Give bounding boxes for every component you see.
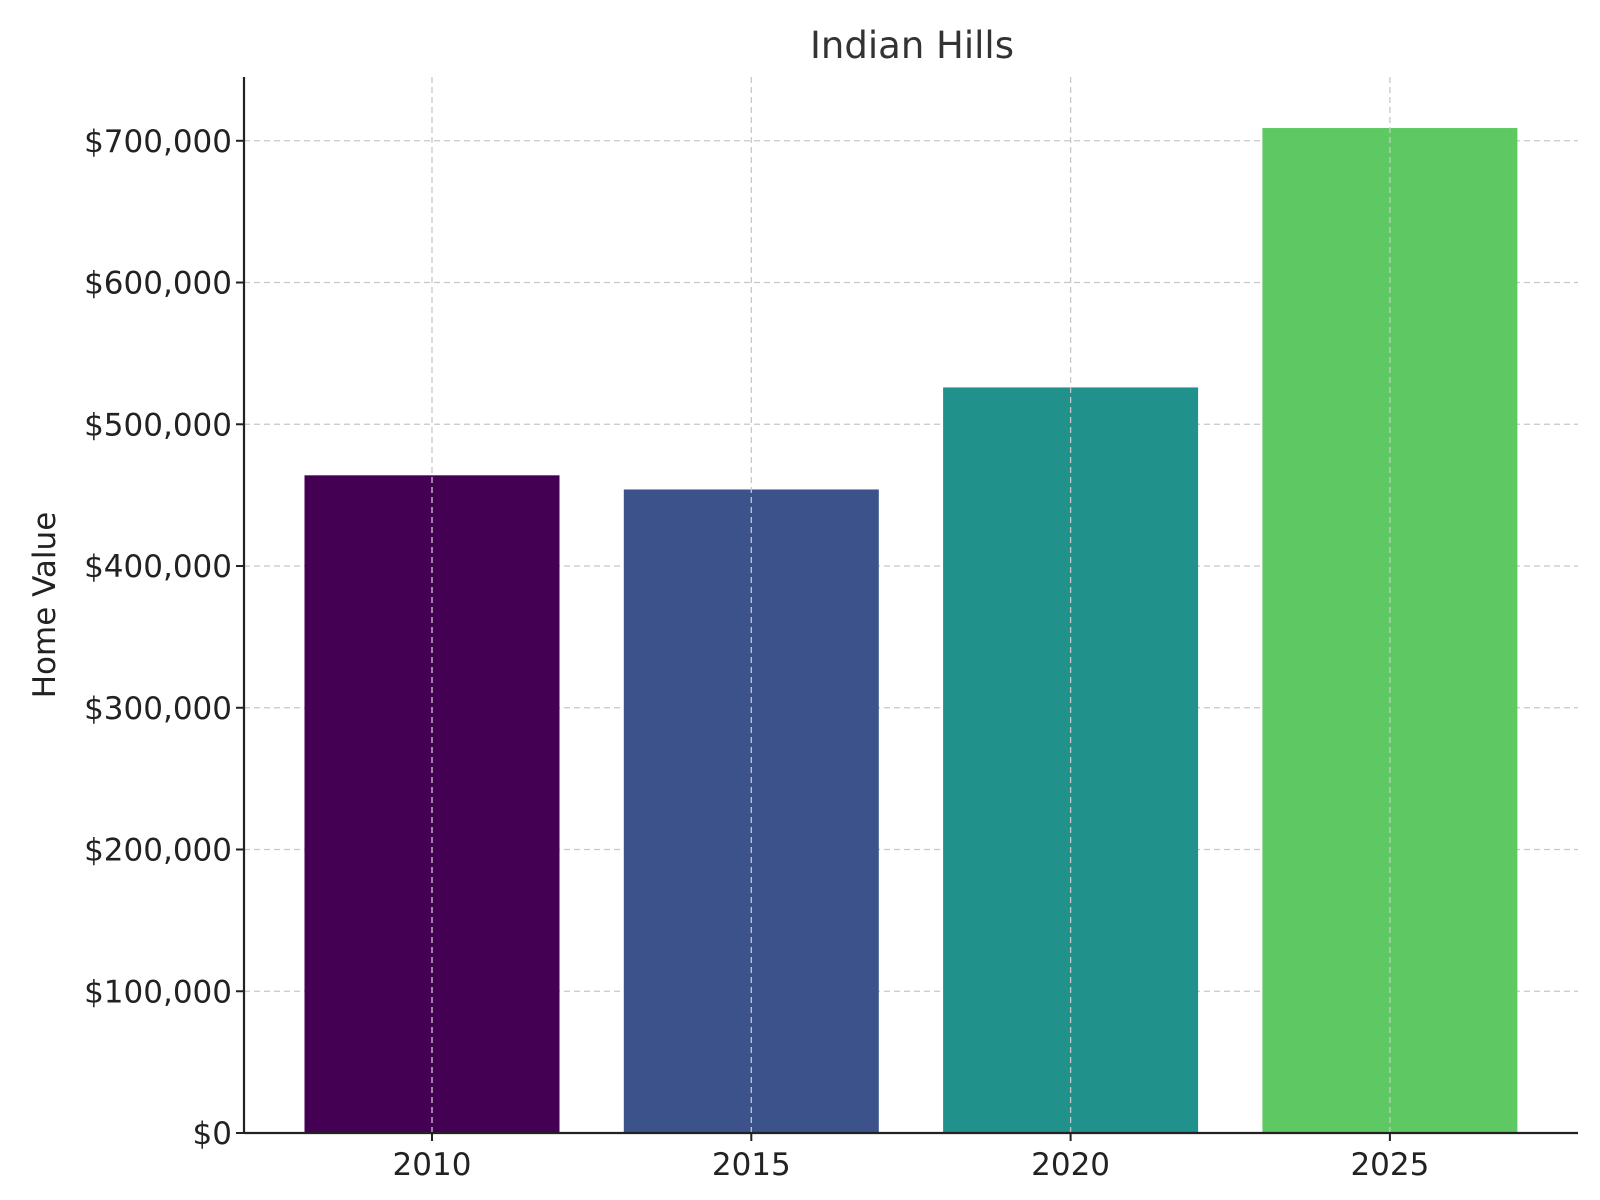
x-tick-label: 2025 (1350, 1147, 1429, 1183)
y-tick-label: $200,000 (84, 833, 232, 869)
y-tick-label: $400,000 (84, 549, 232, 585)
y-tick-label: $100,000 (84, 974, 232, 1010)
x-tick-label: 2020 (1031, 1147, 1110, 1183)
ticks-layer: $0 $100,000 $200,000 $300,000 $400,000 $500,0… (84, 124, 1429, 1183)
y-tick-label: $700,000 (84, 124, 232, 160)
y-tick-label: $500,000 (84, 407, 232, 443)
chart-title: Indian Hills (810, 24, 1014, 67)
y-tick-label: $0 (193, 1116, 232, 1152)
vertical-grid-layer (431, 77, 1391, 1133)
x-tick-label: 2010 (393, 1147, 472, 1183)
y-tick-label: $300,000 (84, 691, 232, 727)
x-tick-label: 2015 (712, 1147, 791, 1183)
bar-2010 (304, 475, 560, 1133)
axes-layer (242, 77, 1578, 1135)
y-axis-label: Home Value (27, 512, 63, 699)
bars-layer (304, 128, 1518, 1133)
y-tick-label: $600,000 (84, 266, 232, 302)
